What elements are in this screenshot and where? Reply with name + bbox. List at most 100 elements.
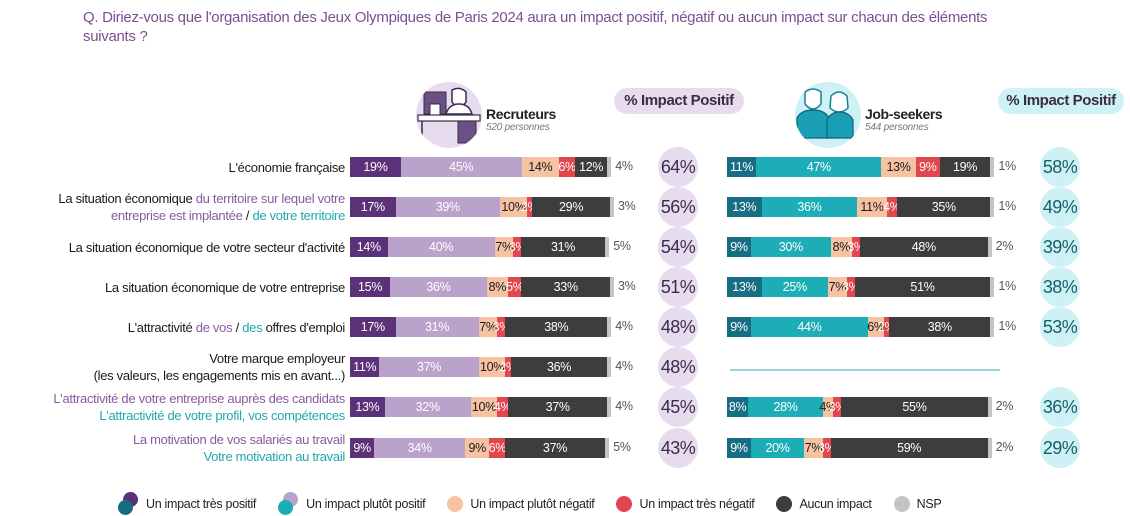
legend-swatch bbox=[278, 492, 300, 516]
legend-label: Un impact très positif bbox=[146, 497, 257, 511]
rec-segment-tres-positif: 14% bbox=[350, 237, 388, 257]
legend-swatch bbox=[616, 496, 633, 512]
js-segment-plutot-negatif: 11% bbox=[857, 197, 887, 217]
row-label-part: L'attractivité de votre profil, vos comp… bbox=[99, 408, 345, 423]
js-segment-plutot-negatif: 6% bbox=[867, 317, 885, 337]
js-segment-plutot-positif: 20% bbox=[750, 438, 805, 458]
row-label-part: Votre marque employeur bbox=[209, 351, 345, 366]
rec-segment-nsp bbox=[609, 277, 614, 297]
rec-nsp-label: 4% bbox=[615, 159, 633, 173]
row-label-part: de vos bbox=[195, 319, 233, 335]
js-segment-aucun-impact: 19% bbox=[939, 157, 991, 177]
js-segment-tres-positif: 9% bbox=[727, 317, 751, 337]
js-segment-nsp bbox=[987, 438, 992, 458]
row-label-part: La motivation de vos salariés au travail bbox=[132, 432, 345, 447]
js-segment-plutot-positif: 30% bbox=[750, 237, 831, 257]
jobseekers-title: Job-seekers bbox=[865, 105, 943, 122]
rec-segment-tres-negatif: 6% bbox=[558, 157, 576, 177]
js-segment-tres-negatif: 9% bbox=[915, 157, 940, 177]
js-segment-tres-negatif: 4% bbox=[883, 197, 901, 217]
jobseekers-count: 544 personnes bbox=[865, 121, 929, 133]
rec-stacked-bar: 17% 31% 7% 3% 38% bbox=[350, 317, 612, 337]
row-label-part: L'attractivité bbox=[127, 319, 196, 335]
row-label-part: La situation économique de votre secteur… bbox=[68, 239, 346, 255]
js-segment-nsp bbox=[990, 277, 995, 297]
js-segment-nsp bbox=[987, 237, 992, 257]
js-segment-plutot-positif: 28% bbox=[748, 397, 823, 417]
rec-segment-nsp bbox=[604, 237, 610, 257]
js-segment-plutot-negatif: 8% bbox=[830, 237, 852, 257]
rec-segment-aucun-impact: 33% bbox=[521, 277, 610, 297]
job-seekers-icon bbox=[795, 82, 861, 148]
rec-impact-positif-value: 51% bbox=[658, 267, 698, 307]
row-label-part: L'attractivité de votre entreprise auprè… bbox=[53, 391, 345, 406]
rec-segment-plutot-negatif: 7% bbox=[494, 237, 514, 257]
js-nsp-label: 1% bbox=[998, 319, 1016, 333]
js-stacked-bar: 8% 28% 4% 3% 55% bbox=[727, 397, 992, 417]
js-segment-tres-positif: 9% bbox=[727, 237, 751, 257]
rec-segment-nsp bbox=[607, 157, 612, 177]
legend-label: Aucun impact bbox=[799, 497, 872, 511]
js-segment-aucun-impact: 55% bbox=[841, 397, 988, 417]
legend-item-aucun-impact: Aucun impact bbox=[776, 496, 872, 512]
rec-segment-plutot-positif: 36% bbox=[390, 277, 487, 297]
legend-item-plutot-positif: Un impact plutôt positif bbox=[278, 492, 426, 516]
js-segment-tres-positif: 9% bbox=[727, 438, 751, 458]
js-segment-aucun-impact: 35% bbox=[897, 197, 991, 217]
js-nsp-label: 2% bbox=[995, 239, 1014, 253]
rec-segment-tres-positif: 13% bbox=[350, 397, 385, 417]
js-stacked-bar: 9% 20% 7% 3% 59% bbox=[727, 438, 992, 458]
no-data-divider bbox=[730, 369, 1000, 371]
rec-segment-plutot-positif: 45% bbox=[400, 157, 522, 177]
js-nsp-label: 1% bbox=[998, 159, 1016, 173]
rec-segment-tres-negatif: 3% bbox=[493, 317, 510, 337]
rec-segment-tres-negatif: 6% bbox=[489, 438, 506, 458]
js-segment-tres-positif: 8% bbox=[727, 397, 749, 417]
js-stacked-bar: 9% 30% 8% 3% 48% bbox=[727, 237, 992, 257]
rec-segment-tres-negatif: 4% bbox=[494, 397, 512, 417]
rec-stacked-bar: 19% 45% 14% 6% 12% bbox=[350, 157, 612, 177]
row-label-part: / bbox=[242, 208, 253, 223]
rec-segment-plutot-negatif: 8% bbox=[486, 277, 509, 297]
js-impact-positif-value: 49% bbox=[1040, 187, 1080, 227]
rec-segment-nsp bbox=[607, 397, 612, 417]
rec-segment-plutot-negatif: 10% bbox=[478, 357, 506, 377]
rec-segment-aucun-impact: 29% bbox=[532, 197, 610, 217]
rec-segment-plutot-negatif: 10% bbox=[470, 397, 498, 417]
legend-label: Un impact plutôt positif bbox=[306, 497, 426, 511]
js-stacked-bar: 9% 44% 6% 2% 38% bbox=[727, 317, 995, 337]
rec-segment-plutot-positif: 31% bbox=[395, 317, 479, 337]
js-segment-plutot-negatif: 4% bbox=[819, 397, 837, 417]
row-label: L'attractivité de votre entreprise auprè… bbox=[53, 390, 345, 424]
rec-nsp-label: 4% bbox=[615, 399, 633, 413]
row-label-part: (les valeurs, les engagements mis en ava… bbox=[93, 368, 346, 383]
js-segment-plutot-negatif: 13% bbox=[881, 157, 916, 177]
rec-nsp-label: 4% bbox=[615, 359, 633, 373]
js-segment-tres-negatif: 3% bbox=[829, 397, 846, 417]
rec-segment-plutot-positif: 40% bbox=[387, 237, 495, 257]
rec-segment-tres-positif: 9% bbox=[350, 438, 375, 458]
rec-segment-aucun-impact: 37% bbox=[505, 438, 605, 458]
legend-swatch bbox=[776, 496, 793, 512]
js-segment-plutot-positif: 44% bbox=[750, 317, 868, 337]
js-stacked-bar: 13% 25% 7% 3% 51% bbox=[727, 277, 995, 297]
legend-item-tres-positif: Un impact très positif bbox=[118, 492, 256, 516]
recruiters-impact-positif-header: % Impact Positif bbox=[614, 88, 744, 114]
row-label-part: de votre territoire bbox=[252, 208, 345, 223]
legend-swatch bbox=[118, 492, 140, 516]
js-segment-aucun-impact: 59% bbox=[830, 438, 988, 458]
rec-nsp-label: 3% bbox=[617, 279, 636, 293]
rec-segment-nsp bbox=[604, 438, 610, 458]
rec-segment-aucun-impact: 37% bbox=[508, 397, 608, 417]
legend-label: NSP bbox=[916, 497, 942, 511]
js-segment-tres-positif: 13% bbox=[727, 197, 762, 217]
row-label: L'attractivité de vos / des offres d'emp… bbox=[127, 319, 346, 336]
js-impact-positif-value: 39% bbox=[1040, 227, 1080, 267]
rec-stacked-bar: 9% 34% 9% 6% 37% bbox=[350, 438, 610, 458]
legend-item-plutot-negatif: Un impact plutôt négatif bbox=[447, 496, 595, 512]
rec-impact-positif-value: 48% bbox=[658, 347, 698, 387]
jobseekers-header: Job-seekers 544 personnes bbox=[795, 82, 943, 148]
row-label-part: entreprise est implantée bbox=[110, 208, 243, 223]
js-segment-nsp bbox=[990, 317, 995, 337]
rec-segment-nsp bbox=[607, 357, 612, 377]
